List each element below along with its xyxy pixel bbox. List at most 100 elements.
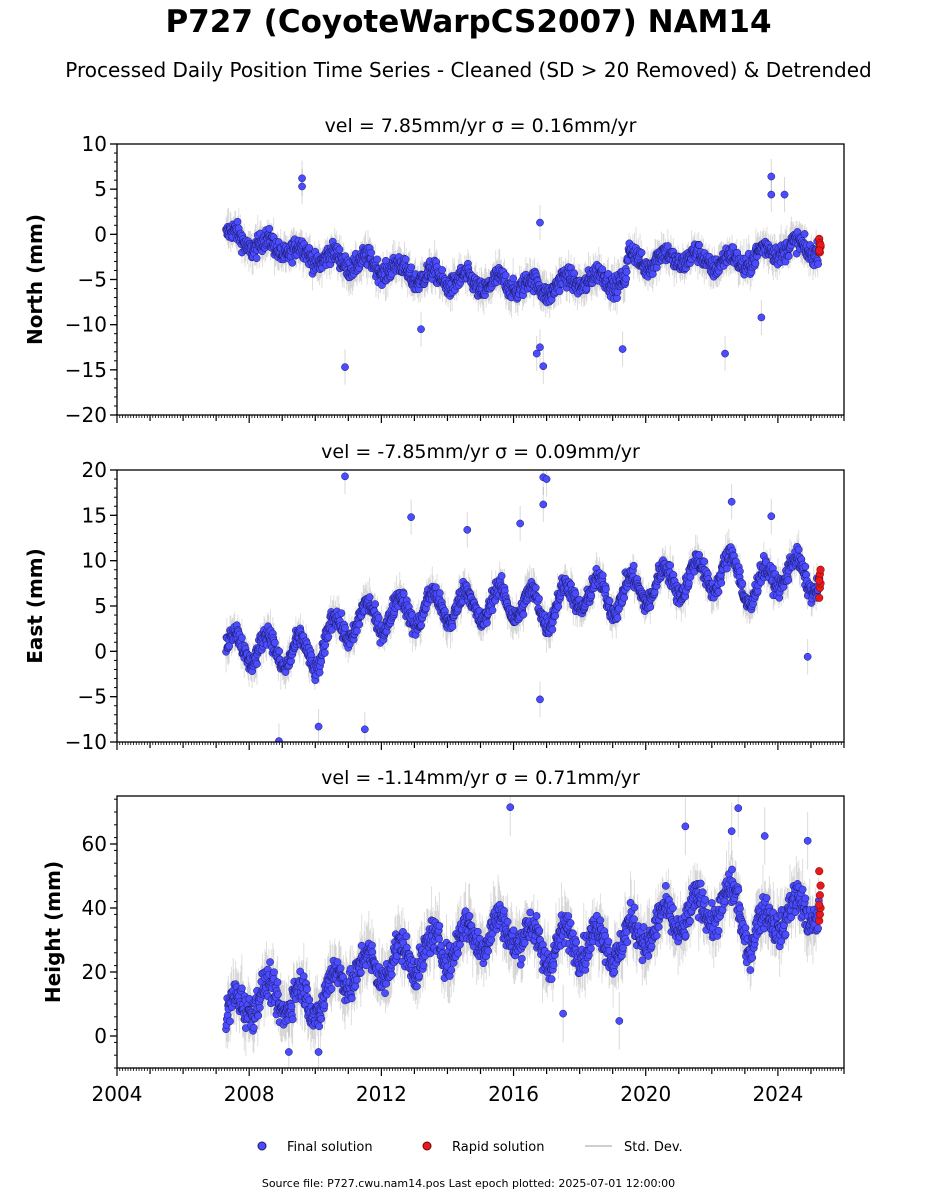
final-point-outlier	[298, 182, 306, 191]
final-point-outlier	[275, 737, 283, 742]
final-point	[341, 624, 349, 632]
final-point	[252, 254, 261, 263]
final-point-outlier	[516, 519, 525, 528]
plot-frame	[116, 469, 845, 743]
final-point	[253, 660, 261, 668]
final-point	[355, 620, 364, 629]
final-point-outlier	[463, 525, 472, 534]
final-point-outlier	[767, 512, 776, 521]
final-point	[488, 606, 497, 615]
final-point	[784, 252, 793, 261]
y-tick-label: 5	[94, 177, 107, 201]
y-tick-label: −5	[78, 685, 107, 709]
plot-area	[222, 470, 825, 742]
final-point	[695, 551, 703, 559]
final-point	[548, 625, 557, 634]
final-point	[225, 642, 234, 650]
y-axis-label: East (mm)	[23, 548, 47, 664]
final-point-outlier	[417, 325, 425, 334]
final-point-outlier	[539, 362, 548, 371]
chart-subtitle: Processed Daily Position Time Series - C…	[65, 58, 872, 82]
panel-title: vel = 7.85mm/yr σ = 0.16mm/yr	[325, 115, 637, 137]
final-point	[417, 621, 426, 630]
y-tick-label: 0	[94, 222, 107, 246]
final-point-outlier	[532, 349, 541, 358]
final-point	[613, 614, 622, 622]
final-point-outlier	[341, 363, 349, 371]
final-point-outlier	[727, 497, 736, 506]
final-point	[646, 603, 655, 611]
final-point	[598, 265, 607, 274]
final-point	[519, 610, 528, 619]
y-tick-label: 15	[82, 503, 107, 527]
final-point-outlier	[298, 174, 306, 183]
final-point	[317, 657, 326, 666]
final-point-outlier	[536, 218, 544, 227]
final-point	[315, 668, 324, 677]
final-point	[448, 622, 457, 631]
final-point	[571, 589, 580, 598]
final-point	[800, 230, 809, 238]
rapid-solution-points	[815, 565, 825, 602]
final-point	[265, 224, 274, 233]
chart-title: P727 (CoyoteWarpCS2007) NAM14	[165, 4, 772, 40]
final-point	[551, 611, 560, 620]
final-point	[353, 627, 361, 635]
final-point	[784, 576, 793, 584]
y-axis-label: North (mm)	[23, 214, 47, 345]
final-point	[335, 245, 344, 254]
final-point-outlier	[542, 475, 551, 483]
final-point	[751, 259, 760, 268]
panel-north: vel = 7.85mm/yr σ = 0.16mm/yr North (mm)−…	[23, 115, 845, 427]
final-point	[629, 561, 638, 570]
final-point	[738, 579, 747, 588]
final-point	[371, 600, 380, 608]
rapid-point	[815, 246, 824, 255]
y-tick-label: 20	[82, 458, 107, 482]
final-point	[814, 260, 822, 268]
final-point	[717, 579, 726, 587]
final-point-outlier	[360, 725, 369, 734]
final-point	[531, 583, 540, 592]
panel-title: vel = -7.85mm/yr σ = 0.09mm/yr	[321, 441, 640, 463]
final-point	[622, 267, 631, 276]
final-point	[275, 647, 284, 656]
final-point	[637, 248, 646, 257]
final-point	[554, 602, 563, 611]
final-point	[320, 649, 329, 657]
final-point-outlier	[314, 722, 323, 731]
final-point-outlier	[757, 313, 766, 322]
final-point	[723, 564, 731, 573]
final-point	[238, 633, 246, 642]
final-point-outlier	[767, 190, 776, 199]
y-tick-label: −15	[65, 358, 107, 382]
final-point	[438, 266, 447, 274]
final-point-outlier	[536, 695, 544, 704]
final-point	[535, 594, 543, 603]
final-point	[555, 287, 564, 296]
final-point	[794, 545, 803, 554]
final-point-outlier	[780, 190, 789, 199]
final-point	[367, 248, 376, 257]
final-point	[365, 593, 374, 601]
final-point	[233, 217, 242, 226]
y-tick-label: 10	[82, 132, 107, 156]
final-point-outlier	[721, 349, 729, 358]
final-point	[736, 567, 744, 576]
final-point	[373, 255, 381, 264]
final-point	[801, 562, 810, 571]
y-tick-label: −10	[65, 730, 107, 754]
final-point-outlier	[767, 172, 776, 181]
y-tick-label: 0	[94, 639, 107, 663]
final-point-outlier	[341, 472, 349, 481]
final-point	[337, 609, 346, 618]
final-point	[321, 641, 330, 649]
final-solution-points	[222, 172, 823, 371]
final-point	[270, 638, 279, 647]
final-point-outlier	[803, 652, 812, 661]
final-point	[602, 585, 610, 593]
final-point	[605, 596, 614, 605]
final-point	[288, 258, 297, 267]
final-point-outlier	[536, 343, 544, 352]
final-point	[497, 572, 506, 580]
